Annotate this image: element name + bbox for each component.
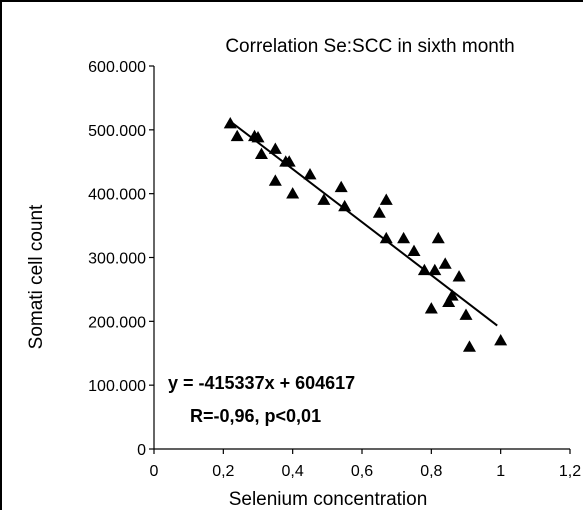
y-axis-label: Somati cell count [26,204,47,349]
data-point [462,340,476,352]
chart-title: Correlation Se:SCC in sixth month [225,36,514,57]
data-point [407,244,421,256]
data-point [334,180,348,193]
data-point [268,142,282,154]
y-tick-label: 500.000 [88,123,146,140]
data-point [442,295,456,308]
y-tick-label: 600.000 [88,59,146,76]
x-tick-label: 0,8 [420,463,442,480]
data-point [303,168,317,180]
x-tick-label: 1,2 [559,463,581,480]
plot-area: 0 100.000 200.000 300.000 400.000 500.000 600.… [88,59,581,480]
data-point [223,116,237,129]
data-point [428,263,442,276]
data-point [268,174,282,186]
x-tick-label: 0,2 [212,463,234,480]
data-point [317,193,331,205]
x-tick-label: 1 [496,463,505,480]
y-tick-label: 300.000 [88,251,146,268]
data-point [338,199,352,212]
y-tick-label: 100.000 [88,378,146,395]
y-tick-label: 200.000 [88,314,146,331]
data-point [452,270,466,282]
data-point [230,129,244,142]
x-axis-label: Selenium concentration [229,489,428,510]
data-point [379,193,393,205]
y-tick-label: 0 [137,442,146,459]
data-point [372,206,386,218]
data-point [438,257,452,269]
x-tick-label: 0 [150,463,159,480]
x-tick-label: 0,4 [282,463,304,480]
data-point [397,231,411,244]
data-point [282,155,296,167]
data-point [251,130,265,143]
trendline-equation: y = -415337x + 604617 [168,373,355,393]
data-point [286,187,300,199]
trendline-stats: R=-0,96, p<0,01 [190,406,321,426]
data-point [254,147,268,159]
data-point [494,333,508,346]
y-tick-label: 400.000 [88,187,146,204]
data-point [417,263,431,276]
data-point [424,302,438,314]
data-point [459,308,473,320]
data-point [445,289,459,301]
data-point [431,231,445,244]
x-tick-label: 0,6 [351,463,373,480]
data-point [379,231,393,244]
